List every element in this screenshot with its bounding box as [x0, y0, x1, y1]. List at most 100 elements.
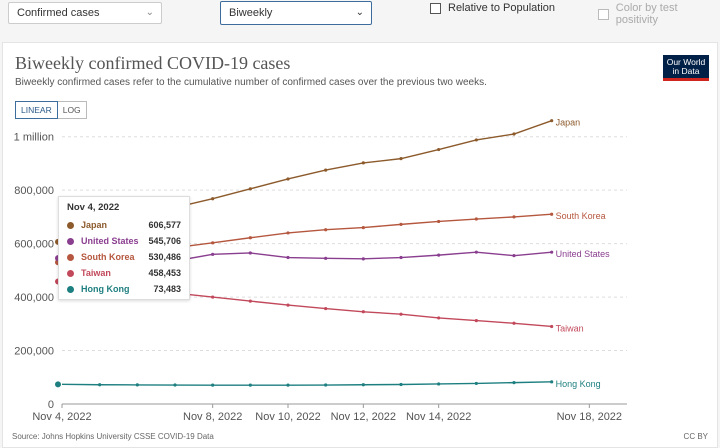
data-point — [474, 217, 478, 221]
data-point — [173, 383, 177, 387]
checkbox-icon — [598, 8, 609, 20]
data-point — [211, 197, 215, 201]
data-point — [211, 241, 215, 245]
data-point — [399, 312, 403, 316]
tooltip-dot — [67, 285, 74, 293]
data-point — [399, 157, 403, 161]
data-point — [248, 236, 252, 240]
tooltip-row: Japan 606,577 — [67, 217, 181, 233]
data-point — [550, 380, 554, 384]
tooltip-date: Nov 4, 2022 — [67, 202, 120, 213]
data-point — [361, 161, 365, 165]
series-end-label: South Korea — [556, 211, 606, 221]
data-point — [286, 255, 290, 260]
data-point — [211, 252, 215, 256]
metric-select[interactable]: Confirmed cases ⌄ — [8, 2, 162, 24]
tooltip-value: 530,486 — [148, 252, 181, 262]
data-point — [248, 299, 252, 303]
series-end-label: Taiwan — [556, 323, 584, 333]
series-end-labels: Japan South Korea United States Taiwan Hong … — [556, 118, 611, 389]
tooltip-series-name: Japan — [81, 220, 108, 230]
tooltip-value: 606,577 — [148, 220, 181, 230]
data-point — [474, 250, 478, 254]
data-point — [286, 231, 290, 235]
tooltip-dot — [67, 237, 74, 245]
x-tick-label: Nov 4, 2022 — [32, 411, 91, 423]
tooltip-dot — [67, 253, 74, 261]
x-tick-label: Nov 18, 2022 — [557, 411, 622, 423]
data-point — [437, 316, 441, 320]
tooltip-series-name: South Korea — [81, 252, 135, 262]
data-point — [512, 215, 516, 219]
data-point — [361, 257, 365, 261]
y-tick-label: 0 — [48, 399, 54, 411]
series-end-label: United States — [556, 249, 611, 259]
data-point — [211, 383, 215, 387]
data-point — [324, 383, 328, 387]
logo-line-1: Our World — [666, 57, 706, 67]
data-point — [399, 255, 403, 260]
data-point — [248, 251, 252, 255]
data-point — [512, 381, 516, 385]
data-point — [399, 222, 403, 226]
data-point — [437, 219, 441, 224]
data-point — [324, 306, 328, 311]
color-by-test-positivity-label: Color by test positivity — [615, 2, 678, 26]
x-tick-label: Nov 14, 2022 — [406, 411, 471, 423]
data-point — [550, 119, 554, 123]
data-point — [512, 254, 516, 258]
chevron-down-icon: ⌄ — [145, 7, 154, 18]
data-point — [437, 253, 441, 257]
data-point — [324, 256, 328, 260]
tooltip-value: 545,706 — [148, 236, 181, 246]
x-tick-label: Nov 8, 2022 — [183, 411, 242, 423]
series-end-label: Hong Kong — [556, 379, 601, 389]
tooltip-row: South Korea 530,486 — [67, 249, 181, 265]
tooltip-dot — [67, 269, 74, 277]
data-point — [324, 228, 328, 232]
interval-select[interactable]: Biweekly ⌄ — [220, 1, 372, 25]
data-point — [399, 382, 403, 387]
linear-scale-button[interactable]: LINEAR — [15, 101, 58, 119]
checkbox-icon — [430, 2, 441, 14]
chart-subtitle: Biweekly confirmed cases refer to the cu… — [15, 77, 487, 88]
data-point — [361, 310, 365, 314]
data-point — [286, 383, 290, 387]
hover-dot — [55, 381, 61, 388]
tooltip-value: 458,453 — [148, 268, 181, 278]
data-point — [98, 383, 102, 387]
chevron-down-icon: ⌄ — [355, 7, 364, 18]
license-link[interactable]: CC BY — [683, 432, 708, 441]
y-tick-label: 800,000 — [14, 185, 54, 197]
gridlines — [62, 136, 627, 352]
data-point — [248, 187, 252, 191]
data-point — [286, 177, 290, 181]
series-end-label: Japan — [556, 118, 581, 128]
data-point — [361, 383, 365, 387]
data-point — [550, 250, 554, 254]
interval-select-value: Biweekly — [229, 7, 273, 19]
tooltip: Nov 4, 2022 Japan 606,577 United States … — [58, 196, 190, 300]
y-tick-label: 200,000 — [14, 346, 54, 358]
y-tick-label: 600,000 — [14, 239, 54, 251]
owid-logo[interactable]: Our World in Data — [663, 55, 709, 81]
tooltip-row: United States 545,706 — [67, 233, 181, 249]
data-point — [211, 295, 215, 299]
log-scale-button[interactable]: LOG — [57, 101, 87, 119]
data-point — [361, 225, 365, 230]
x-tick-label: Nov 12, 2022 — [331, 411, 396, 423]
data-point — [512, 132, 516, 136]
data-point — [135, 383, 139, 387]
data-point — [550, 324, 554, 329]
tooltip-value: 73,483 — [153, 284, 181, 294]
controls-bar: Confirmed cases ⌄ Biweekly ⌄ Relative to… — [0, 0, 720, 34]
data-point — [437, 382, 441, 386]
metric-select-value: Confirmed cases — [17, 7, 100, 19]
data-point — [474, 381, 478, 386]
relative-to-population-checkbox[interactable]: Relative to Population — [430, 2, 555, 14]
tooltip-dot — [67, 221, 74, 229]
color-by-test-positivity-checkbox[interactable]: Color by test positivity — [598, 2, 720, 26]
tooltip-row: Taiwan 458,453 — [67, 265, 181, 281]
data-point — [324, 168, 328, 172]
series-line — [61, 381, 552, 386]
